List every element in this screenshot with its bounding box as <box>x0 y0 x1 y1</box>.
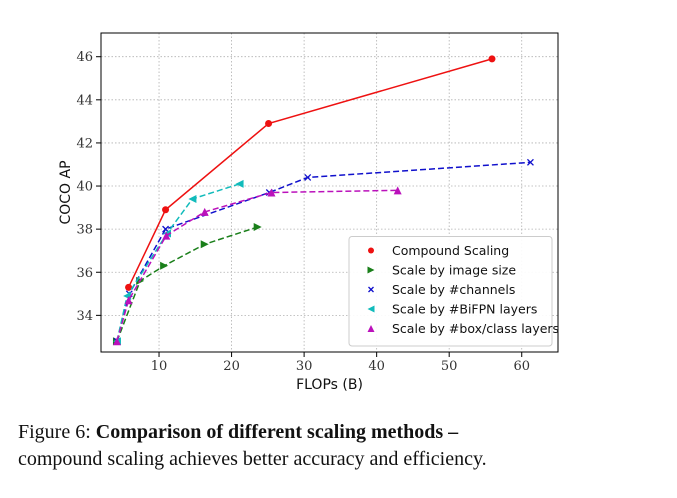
legend-item-1: Compound Scaling <box>368 243 509 258</box>
data-point <box>112 337 121 346</box>
legend-item-3: Scale by #channels <box>368 282 515 297</box>
series-layer <box>112 55 534 346</box>
legend-box <box>348 236 553 347</box>
data-point <box>162 206 170 214</box>
x-tick-label: 60 <box>513 359 530 374</box>
data-point <box>123 291 132 300</box>
y-tick-label: 36 <box>76 266 93 281</box>
tick-layer: 10 20 30 40 50 60 34 36 38 40 42 44 46 <box>76 50 530 374</box>
data-point <box>304 173 312 181</box>
series-line <box>116 189 398 342</box>
data-point <box>125 283 133 291</box>
series-2 <box>112 222 262 346</box>
figure-caption: Figure 6: Comparison of different scalin… <box>18 419 668 473</box>
data-point <box>265 120 273 128</box>
data-point <box>160 261 169 270</box>
caption-rest: compound scaling achieves better accurac… <box>18 448 487 470</box>
legend-label: Compound Scaling <box>392 243 509 258</box>
data-point <box>200 207 209 216</box>
x-tick-label: 20 <box>223 359 240 374</box>
grid <box>101 33 558 352</box>
series-1 <box>125 55 496 291</box>
data-point <box>367 325 375 332</box>
chart: 10 20 30 40 50 60 34 36 38 40 42 44 46 FLOPs (B) COC… <box>58 32 559 393</box>
data-point-stroke <box>162 225 170 233</box>
x-tick-label: 40 <box>368 359 385 374</box>
series-line <box>127 58 493 288</box>
x-tick-label: 30 <box>296 359 313 374</box>
data-point <box>162 231 171 240</box>
data-point <box>367 266 375 274</box>
data-point <box>488 55 496 63</box>
data-point <box>235 179 244 188</box>
y-tick-label: 44 <box>76 93 93 108</box>
data-point <box>393 186 402 195</box>
data-point <box>368 286 374 293</box>
data-point <box>526 158 534 166</box>
legend-label: Scale by image size <box>392 263 516 278</box>
y-tick-label: 46 <box>76 50 93 65</box>
legend-item-4: Scale by #BiFPN layers <box>367 302 537 317</box>
caption-prefix: Figure 6: <box>18 421 91 443</box>
y-tick-label: 38 <box>76 223 93 238</box>
legend-label: Scale by #box/class layers <box>392 321 559 336</box>
data-point-stroke <box>304 173 312 181</box>
legend-label: Scale by #channels <box>392 282 515 297</box>
data-point <box>367 305 375 313</box>
y-tick-label: 40 <box>76 180 93 195</box>
legend-item-5: Scale by #box/class layers <box>367 321 559 336</box>
series-5 <box>112 186 402 346</box>
data-point <box>188 194 197 203</box>
x-tick-label: 10 <box>151 359 168 374</box>
series-line <box>116 226 258 342</box>
legend-label: Scale by #BiFPN layers <box>392 302 537 317</box>
caption-bold: Comparison of different scaling methods … <box>95 421 459 443</box>
y-tick-label: 34 <box>76 309 93 324</box>
y-tick-label: 42 <box>76 136 93 151</box>
data-point <box>368 247 374 254</box>
x-axis-label: FLOPs (B) <box>296 377 363 393</box>
data-point <box>162 225 170 233</box>
data-point <box>124 296 133 305</box>
data-point-stroke <box>526 158 534 166</box>
y-axis-label: COCO AP <box>58 160 74 224</box>
series-4 <box>112 179 244 346</box>
data-point <box>253 222 262 231</box>
data-point <box>267 188 276 197</box>
data-point-stroke <box>368 286 374 293</box>
x-tick-label: 50 <box>441 359 458 374</box>
legend-item-2: Scale by image size <box>367 263 516 278</box>
series-line <box>116 183 240 342</box>
legend: Compound Scaling Scale by image size Scale… <box>348 236 559 347</box>
plot-frame <box>100 32 559 353</box>
data-point <box>200 240 209 249</box>
